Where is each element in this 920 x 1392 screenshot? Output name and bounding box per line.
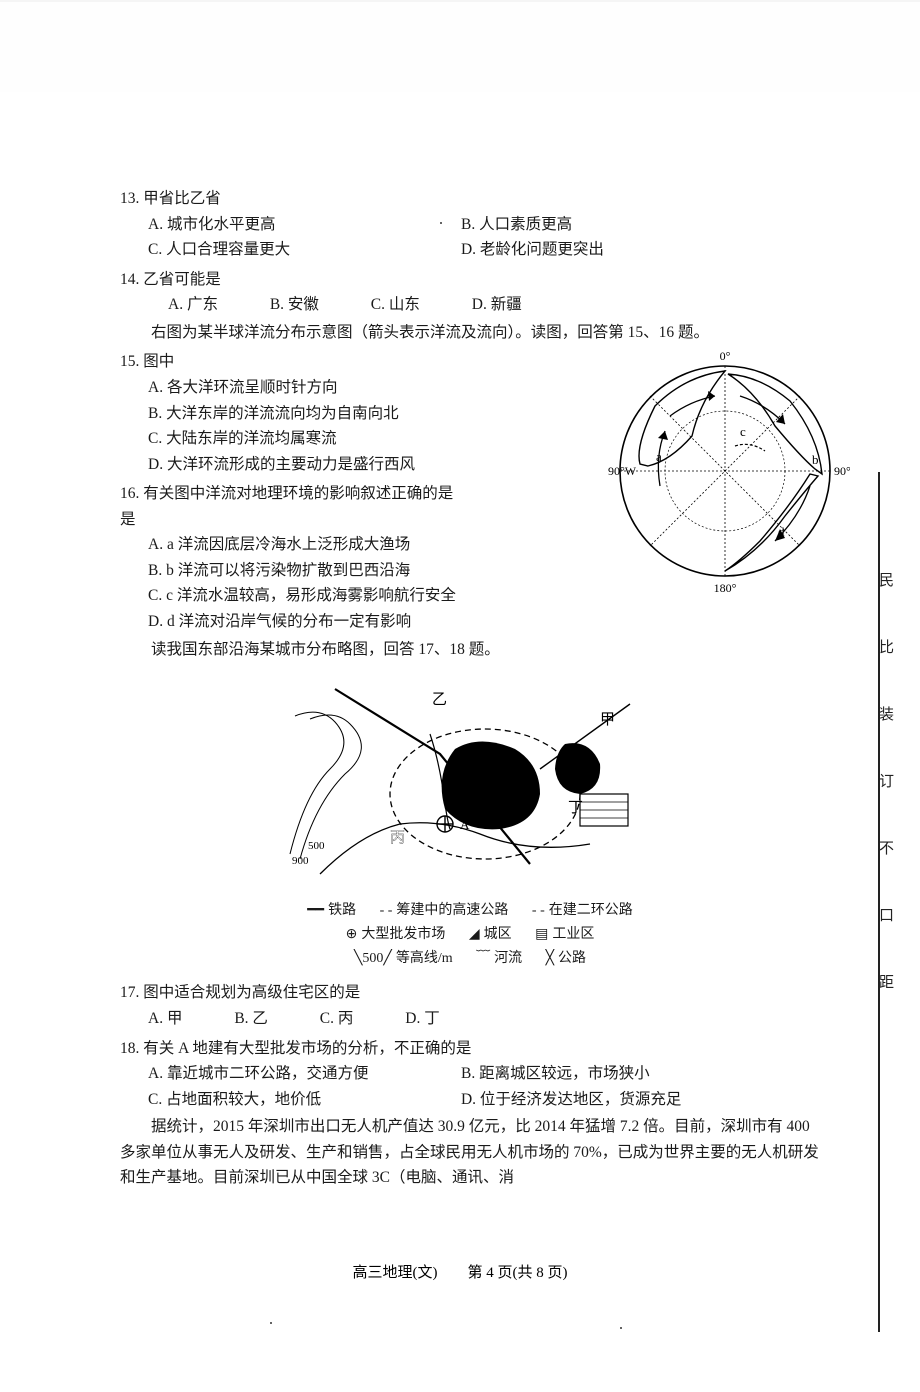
contour-500: 500 [308,840,325,852]
contour-icon: ╲500╱ [354,947,392,971]
city-map-block: 500 900 [120,674,820,893]
label-bottom: 180° [714,581,737,595]
exam-content: 13. 甲省比乙省 A. 城市化水平更高 B. 人口素质更高 C. 人口合理容量… [120,186,820,1191]
q13-d: D. 老龄化问题更突出 [461,237,770,263]
intro-shenzhen: 据统计，2015 年深圳市出口无人机产值达 30.9 亿元，比 2014 年猛增… [120,1114,820,1191]
map-jia: 甲 [600,712,615,728]
leg-contour: 等高线/m [396,951,453,966]
q17-c: C. 丙 [320,1006,354,1032]
q13-a: A. 城市化水平更高 [148,212,457,238]
binding-note: 民 比 装 订 不 口 距 [859,572,910,1007]
label-b: b [812,452,819,467]
q14-a: A. 广东 [168,292,218,318]
map-yi: 乙 [432,692,447,708]
q18-stem: 18. 有关 A 地建有大型批发市场的分析，不正确的是 [120,1036,820,1062]
leg-rail: 铁路 [328,903,356,918]
map-A: A [460,817,470,832]
leg-market: 大型批发市场 [361,927,445,942]
q17-d: D. 丁 [405,1006,439,1032]
noise [620,1327,622,1329]
q18-c: C. 占地面积较大，地价低 [148,1087,457,1113]
contour-900: 900 [292,855,309,867]
q14-d: D. 新疆 [472,292,522,318]
q17-a: A. 甲 [148,1006,182,1032]
noise [440,222,442,224]
q14-c: C. 山东 [371,292,420,318]
ring-icon: - - [532,899,545,923]
leg-hwy: 筹建中的高速公路 [396,903,508,918]
label-a: a [656,449,662,464]
label-left: 90°W [608,464,637,478]
label-c: c [740,424,746,439]
q13-c: C. 人口合理容量更大 [148,237,457,263]
rail-icon: ━━ [307,899,324,923]
label-right: 90°E [834,464,850,478]
intro-1718: 读我国东部沿海某城市分布略图，回答 17、18 题。 [120,637,820,663]
map-legend: ━━铁路 - -筹建中的高速公路 - -在建二环公路 ⊕大型批发市场 ◢城区 ▤… [120,899,820,971]
q18-b: B. 距离城区较远，市场狭小 [461,1061,770,1087]
map-bing: 丙 [390,830,405,846]
q13-b: B. 人口素质更高 [461,212,770,238]
label-top: 0° [720,349,731,363]
map-ding: 丁 [568,800,583,816]
city-map: 500 900 [280,674,660,884]
q16-d: D. d 洋流对沿岸气候的分布一定有影响 [148,609,820,635]
leg-urban: 城区 [484,927,512,942]
urban-icon: ◢ [469,923,480,947]
label-d: d [778,524,785,539]
leg-ind: 工业区 [552,927,594,942]
q13-stem: 13. 甲省比乙省 [120,186,820,212]
ocean-current-diagram: 0° 90°W 90°E 180° a b c d [600,346,850,596]
q17-stem: 17. 图中适合规划为高级住宅区的是 [120,980,820,1006]
q18-d: D. 位于经济发达地区，货源充足 [461,1087,770,1113]
noise [270,1322,272,1324]
market-icon: ⊕ [346,923,358,947]
intro-1516: 右图为某半球洋流分布示意图（箭头表示洋流及流向）。读图，回答第 15、16 题。 [120,320,820,346]
q17-b: B. 乙 [234,1006,268,1032]
road-icon: ╳ [546,947,554,971]
page-footer: 高三地理(文) 第 4 页(共 8 页) [0,1261,920,1282]
q16-stem: 16. 有关图中洋流对地理环境的影响叙述正确的是 [120,481,520,507]
q18-a: A. 靠近城市二环公路，交通方便 [148,1061,457,1087]
river-icon: ﹋ [476,947,490,971]
q14-stem: 14. 乙省可能是 [120,267,820,293]
leg-ring: 在建二环公路 [549,903,633,918]
ind-icon: ▤ [535,923,548,947]
q14-b: B. 安徽 [270,292,319,318]
leg-road: 公路 [558,951,586,966]
leg-river: 河流 [494,951,522,966]
hwy-icon: - - [380,899,393,923]
